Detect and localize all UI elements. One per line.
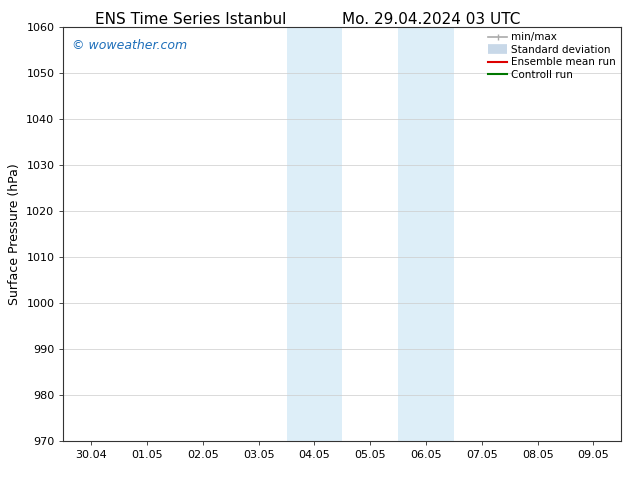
- Bar: [398, 27, 454, 441]
- Text: ENS Time Series Istanbul: ENS Time Series Istanbul: [94, 12, 286, 27]
- Text: Mo. 29.04.2024 03 UTC: Mo. 29.04.2024 03 UTC: [342, 12, 521, 27]
- Bar: [287, 27, 342, 441]
- Y-axis label: Surface Pressure (hPa): Surface Pressure (hPa): [8, 163, 21, 305]
- Legend: min/max, Standard deviation, Ensemble mean run, Controll run: min/max, Standard deviation, Ensemble me…: [486, 30, 618, 82]
- Text: © woweather.com: © woweather.com: [72, 39, 187, 52]
